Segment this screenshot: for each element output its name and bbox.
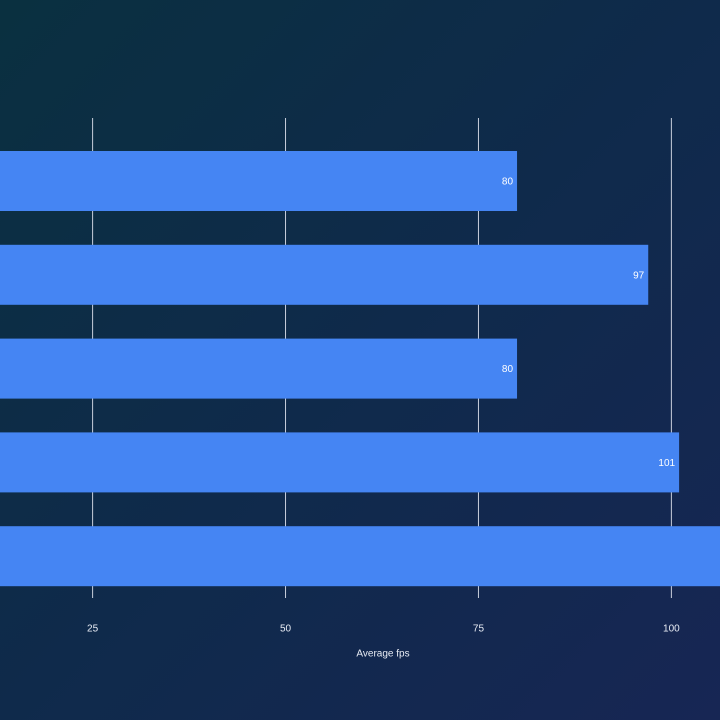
x-tick-label: 25 [87,624,99,635]
x-axis-label: Average fps [356,649,409,660]
bar [0,244,649,305]
bar [0,338,518,399]
data-label: 101 [658,458,675,469]
x-tick-label: 75 [473,624,485,635]
data-label: 97 [633,270,645,281]
bar [0,526,720,587]
bars: 809780101115 [0,151,720,587]
x-tick-label: 50 [280,624,292,635]
x-tick-label: 100 [663,624,680,635]
bar [0,432,680,493]
data-label: 80 [502,364,514,375]
data-label: 80 [502,177,514,188]
bar [0,151,518,211]
